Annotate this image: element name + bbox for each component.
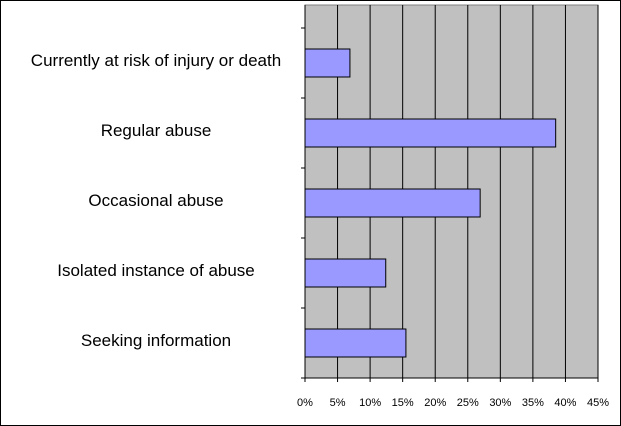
x-tick-label: 35% <box>522 397 544 409</box>
y-tick-label: Occasional abuse <box>88 191 224 210</box>
y-tick-label: Regular abuse <box>100 121 212 140</box>
x-tick-label: 30% <box>489 397 511 409</box>
x-tick-label: 10% <box>359 397 381 409</box>
y-tick-label: Currently at risk of injury or death <box>30 51 282 70</box>
bar <box>304 328 407 358</box>
x-tick-label: 15% <box>392 397 414 409</box>
y-tick-label: Seeking information <box>80 331 232 350</box>
x-tick-label: 20% <box>424 397 446 409</box>
bar <box>304 48 351 78</box>
bar <box>304 118 557 148</box>
x-tick-label: 5% <box>330 397 346 409</box>
x-tick-label: 0% <box>297 397 313 409</box>
y-tick-label: Isolated instance of abuse <box>57 261 255 280</box>
bar <box>304 258 387 288</box>
x-tick-label: 40% <box>554 397 576 409</box>
x-tick-label: 25% <box>457 397 479 409</box>
x-tick-label: 45% <box>587 397 609 409</box>
bar <box>304 188 481 218</box>
